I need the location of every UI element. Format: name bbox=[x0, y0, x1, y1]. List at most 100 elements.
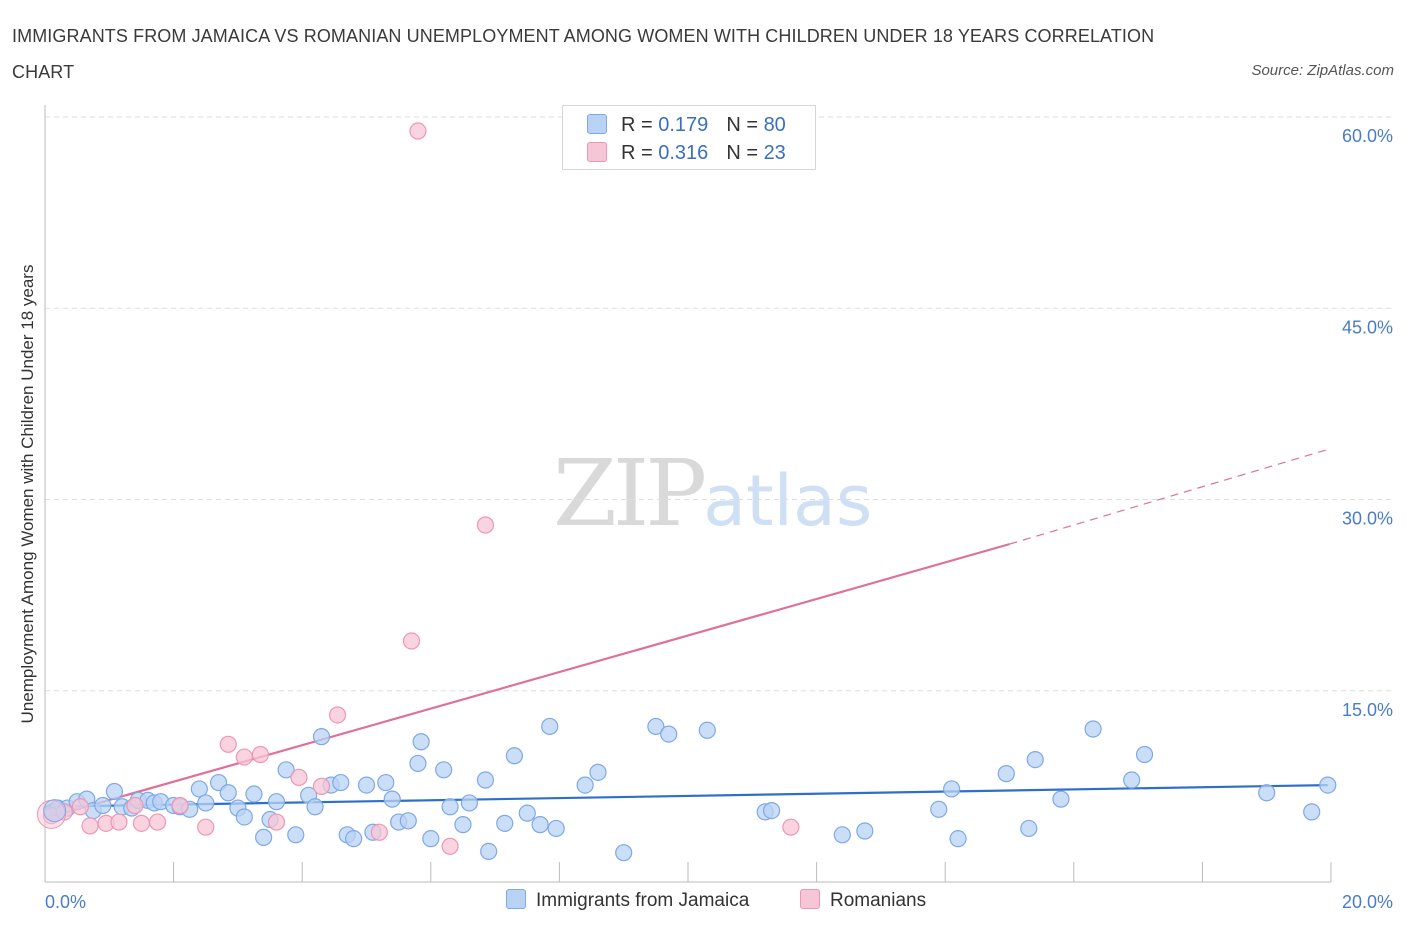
legend-n-value: 23 bbox=[763, 142, 786, 164]
watermark-zip: ZIP bbox=[553, 440, 707, 547]
legend-n-label: N = bbox=[726, 142, 764, 164]
legend-item-romanians[interactable]: Romanians bbox=[800, 889, 926, 912]
point-jamaica bbox=[997, 765, 1015, 783]
point-jamaica bbox=[377, 773, 395, 792]
point-romanians bbox=[402, 632, 421, 650]
legend-swatch-blue bbox=[506, 889, 526, 909]
point-jamaica bbox=[647, 717, 665, 736]
legend-r-label: R = bbox=[621, 142, 659, 164]
point-jamaica bbox=[312, 728, 331, 746]
legend-swatch-pink bbox=[800, 889, 820, 909]
point-jamaica bbox=[435, 761, 453, 779]
point-jamaica bbox=[306, 798, 324, 816]
point-jamaica bbox=[345, 830, 363, 848]
point-jamaica bbox=[1026, 750, 1044, 769]
legend-stats-row-romanians: R = 0.316 N = 23 bbox=[587, 142, 786, 166]
point-jamaica bbox=[496, 814, 514, 832]
trend-line-romanians-extrapolated bbox=[1009, 447, 1332, 545]
point-jamaica bbox=[615, 844, 633, 862]
point-romanians bbox=[441, 837, 459, 855]
point-jamaica bbox=[660, 725, 678, 743]
point-jamaica bbox=[399, 812, 417, 830]
chart-title: IMMIGRANTS FROM JAMAICA VS ROMANIAN UNEM… bbox=[12, 26, 1155, 82]
point-romanians bbox=[71, 798, 89, 816]
trend-lines bbox=[44, 447, 1332, 820]
point-jamaica bbox=[480, 842, 498, 861]
legend-swatch-pink bbox=[587, 142, 607, 162]
point-jamaica bbox=[1319, 776, 1337, 794]
point-romanians bbox=[148, 813, 167, 831]
point-jamaica bbox=[576, 776, 594, 794]
point-romanians bbox=[328, 706, 347, 724]
watermark: ZIPatlas bbox=[553, 440, 872, 547]
point-jamaica bbox=[547, 819, 565, 838]
point-romanians bbox=[267, 813, 286, 831]
point-romanians bbox=[171, 796, 189, 815]
legend-r-value: 0.316 bbox=[658, 142, 709, 164]
point-romanians bbox=[132, 814, 151, 832]
point-jamaica bbox=[235, 808, 253, 826]
y-tick-label: 15.0% bbox=[1342, 700, 1393, 720]
point-jamaica bbox=[589, 763, 607, 781]
point-jamaica bbox=[267, 793, 286, 811]
trend-line-jamaica bbox=[44, 784, 1328, 808]
legend-label-jamaica: Immigrants from Jamaica bbox=[536, 890, 750, 911]
point-jamaica bbox=[1020, 819, 1038, 838]
point-jamaica bbox=[698, 721, 716, 739]
point-jamaica bbox=[412, 733, 430, 751]
point-jamaica bbox=[930, 800, 948, 818]
point-jamaica bbox=[190, 780, 208, 798]
point-jamaica bbox=[541, 717, 559, 736]
point-romanians bbox=[235, 748, 253, 766]
axis-labels: 15.0% 30.0% 45.0% 60.0% 0.0% 20.0% Unemploymen… bbox=[18, 126, 1393, 912]
legend-item-jamaica[interactable]: Immigrants from Jamaica bbox=[506, 889, 749, 912]
y-tick-label: 30.0% bbox=[1342, 509, 1393, 529]
data-points bbox=[36, 122, 1337, 862]
gridlines bbox=[45, 116, 1392, 692]
point-jamaica bbox=[422, 830, 440, 848]
legend-stats: R = 0.179 N = 80 R = 0.316 N = 23 bbox=[562, 105, 816, 170]
legend-label-romanians: Romanians bbox=[830, 890, 927, 911]
point-romanians bbox=[126, 796, 144, 815]
point-jamaica bbox=[762, 801, 781, 820]
y-axis-title: Unemployment Among Women with Children U… bbox=[18, 265, 37, 724]
point-jamaica bbox=[357, 776, 376, 794]
point-jamaica bbox=[255, 828, 273, 846]
point-jamaica bbox=[531, 816, 549, 834]
point-jamaica bbox=[1303, 803, 1321, 821]
point-romanians bbox=[290, 768, 308, 787]
legend-swatch-blue bbox=[587, 114, 607, 134]
legend-n-label: N = bbox=[726, 114, 764, 136]
point-jamaica bbox=[1052, 790, 1070, 808]
point-jamaica-large bbox=[43, 799, 67, 823]
point-jamaica bbox=[245, 785, 263, 803]
trend-line-romanians bbox=[44, 543, 1010, 820]
point-romanians bbox=[370, 823, 388, 841]
point-jamaica bbox=[949, 830, 967, 848]
point-jamaica bbox=[454, 816, 472, 834]
point-romanians bbox=[219, 735, 237, 753]
point-jamaica bbox=[105, 782, 124, 801]
point-jamaica bbox=[505, 747, 523, 765]
point-romanians bbox=[782, 818, 800, 836]
point-jamaica bbox=[94, 796, 112, 815]
point-romanians bbox=[81, 817, 99, 835]
watermark-atlas: atlas bbox=[703, 460, 873, 542]
point-jamaica bbox=[277, 761, 295, 779]
point-jamaica bbox=[460, 794, 478, 812]
point-jamaica bbox=[833, 826, 851, 844]
point-jamaica bbox=[383, 790, 401, 808]
point-romanians bbox=[197, 818, 215, 836]
point-jamaica bbox=[1123, 771, 1141, 789]
source-label: Source: ZipAtlas.com bbox=[1251, 62, 1394, 79]
point-jamaica bbox=[219, 784, 237, 802]
point-jamaica bbox=[943, 780, 961, 798]
point-jamaica bbox=[856, 822, 874, 840]
point-romanians bbox=[476, 516, 495, 534]
y-tick-label: 45.0% bbox=[1342, 317, 1393, 337]
point-jamaica bbox=[476, 771, 495, 789]
point-romanians bbox=[409, 122, 427, 140]
point-romanians bbox=[312, 777, 331, 795]
point-jamaica bbox=[287, 826, 305, 844]
